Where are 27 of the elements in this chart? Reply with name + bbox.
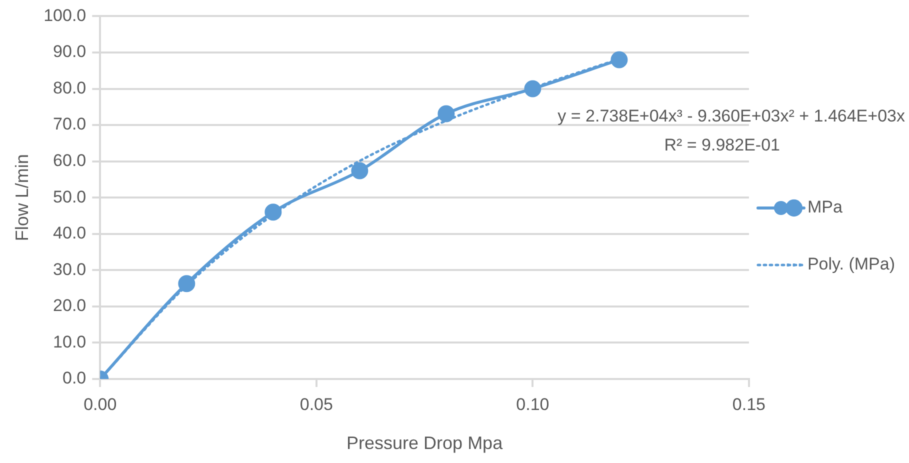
annotation: R² = 9.982E-01 <box>664 136 780 155</box>
point <box>610 51 628 68</box>
point <box>264 204 282 221</box>
point <box>438 105 455 122</box>
y-tick-label: 60.0 <box>53 151 86 170</box>
y-tick-label: 30.0 <box>53 260 86 279</box>
y-tick-label: 50.0 <box>53 187 86 206</box>
x-axis-title: Pressure Drop Mpa <box>346 433 504 454</box>
x-tick-label: 0.00 <box>84 394 117 414</box>
annotation: y = 2.738E+04x³ - 9.360E+03x² + 1.464E+03x <box>558 106 906 126</box>
y-tick-label: 40.0 <box>53 224 86 243</box>
x-tick-label: 0.10 <box>516 394 550 414</box>
legend-label: MPa <box>807 198 843 217</box>
y-tick-label: 20.0 <box>53 296 86 316</box>
point <box>524 80 542 98</box>
y-tick-label: 0.0 <box>62 368 86 388</box>
y-axis-title: Flow L/min <box>12 154 32 242</box>
legend-label: Poly. (MPa) <box>807 254 896 274</box>
x-tick-label: 0.15 <box>732 394 766 414</box>
x-tick-label: 0.05 <box>300 394 333 414</box>
point <box>351 162 368 180</box>
point <box>178 275 196 292</box>
y-tick-label: 70.0 <box>53 114 86 134</box>
y-tick-label: 10.0 <box>53 332 86 352</box>
y-tick-label: 80.0 <box>53 78 86 98</box>
y-tick-label: 100.0 <box>44 6 86 25</box>
y-tick-label: 90.0 <box>53 42 86 62</box>
